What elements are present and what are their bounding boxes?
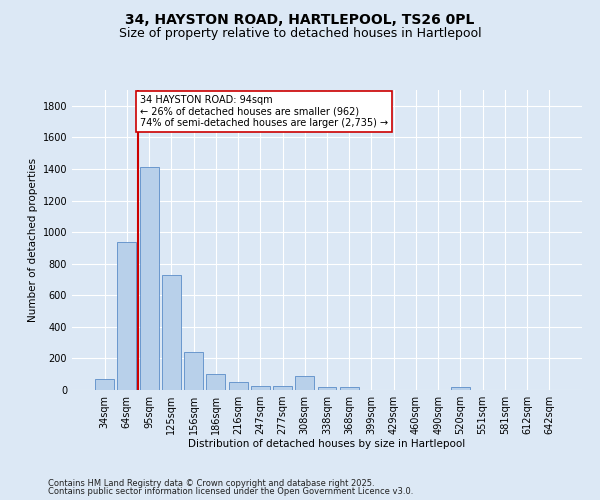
Bar xyxy=(162,274,181,390)
X-axis label: Distribution of detached houses by size in Hartlepool: Distribution of detached houses by size … xyxy=(188,438,466,448)
Text: 34, HAYSTON ROAD, HARTLEPOOL, TS26 0PL: 34, HAYSTON ROAD, HARTLEPOOL, TS26 0PL xyxy=(125,12,475,26)
Bar xyxy=(340,387,359,390)
Bar xyxy=(229,382,248,390)
Bar xyxy=(451,387,470,390)
Text: Contains public sector information licensed under the Open Government Licence v3: Contains public sector information licen… xyxy=(48,487,413,496)
Bar xyxy=(140,168,158,390)
Bar xyxy=(273,386,292,390)
Bar xyxy=(95,379,114,390)
Bar xyxy=(206,374,225,390)
Y-axis label: Number of detached properties: Number of detached properties xyxy=(28,158,38,322)
Bar xyxy=(295,376,314,390)
Bar xyxy=(184,352,203,390)
Text: Size of property relative to detached houses in Hartlepool: Size of property relative to detached ho… xyxy=(119,28,481,40)
Text: Contains HM Land Registry data © Crown copyright and database right 2025.: Contains HM Land Registry data © Crown c… xyxy=(48,478,374,488)
Bar xyxy=(118,242,136,390)
Bar xyxy=(251,386,270,390)
Bar xyxy=(317,387,337,390)
Text: 34 HAYSTON ROAD: 94sqm
← 26% of detached houses are smaller (962)
74% of semi-de: 34 HAYSTON ROAD: 94sqm ← 26% of detached… xyxy=(140,94,388,128)
